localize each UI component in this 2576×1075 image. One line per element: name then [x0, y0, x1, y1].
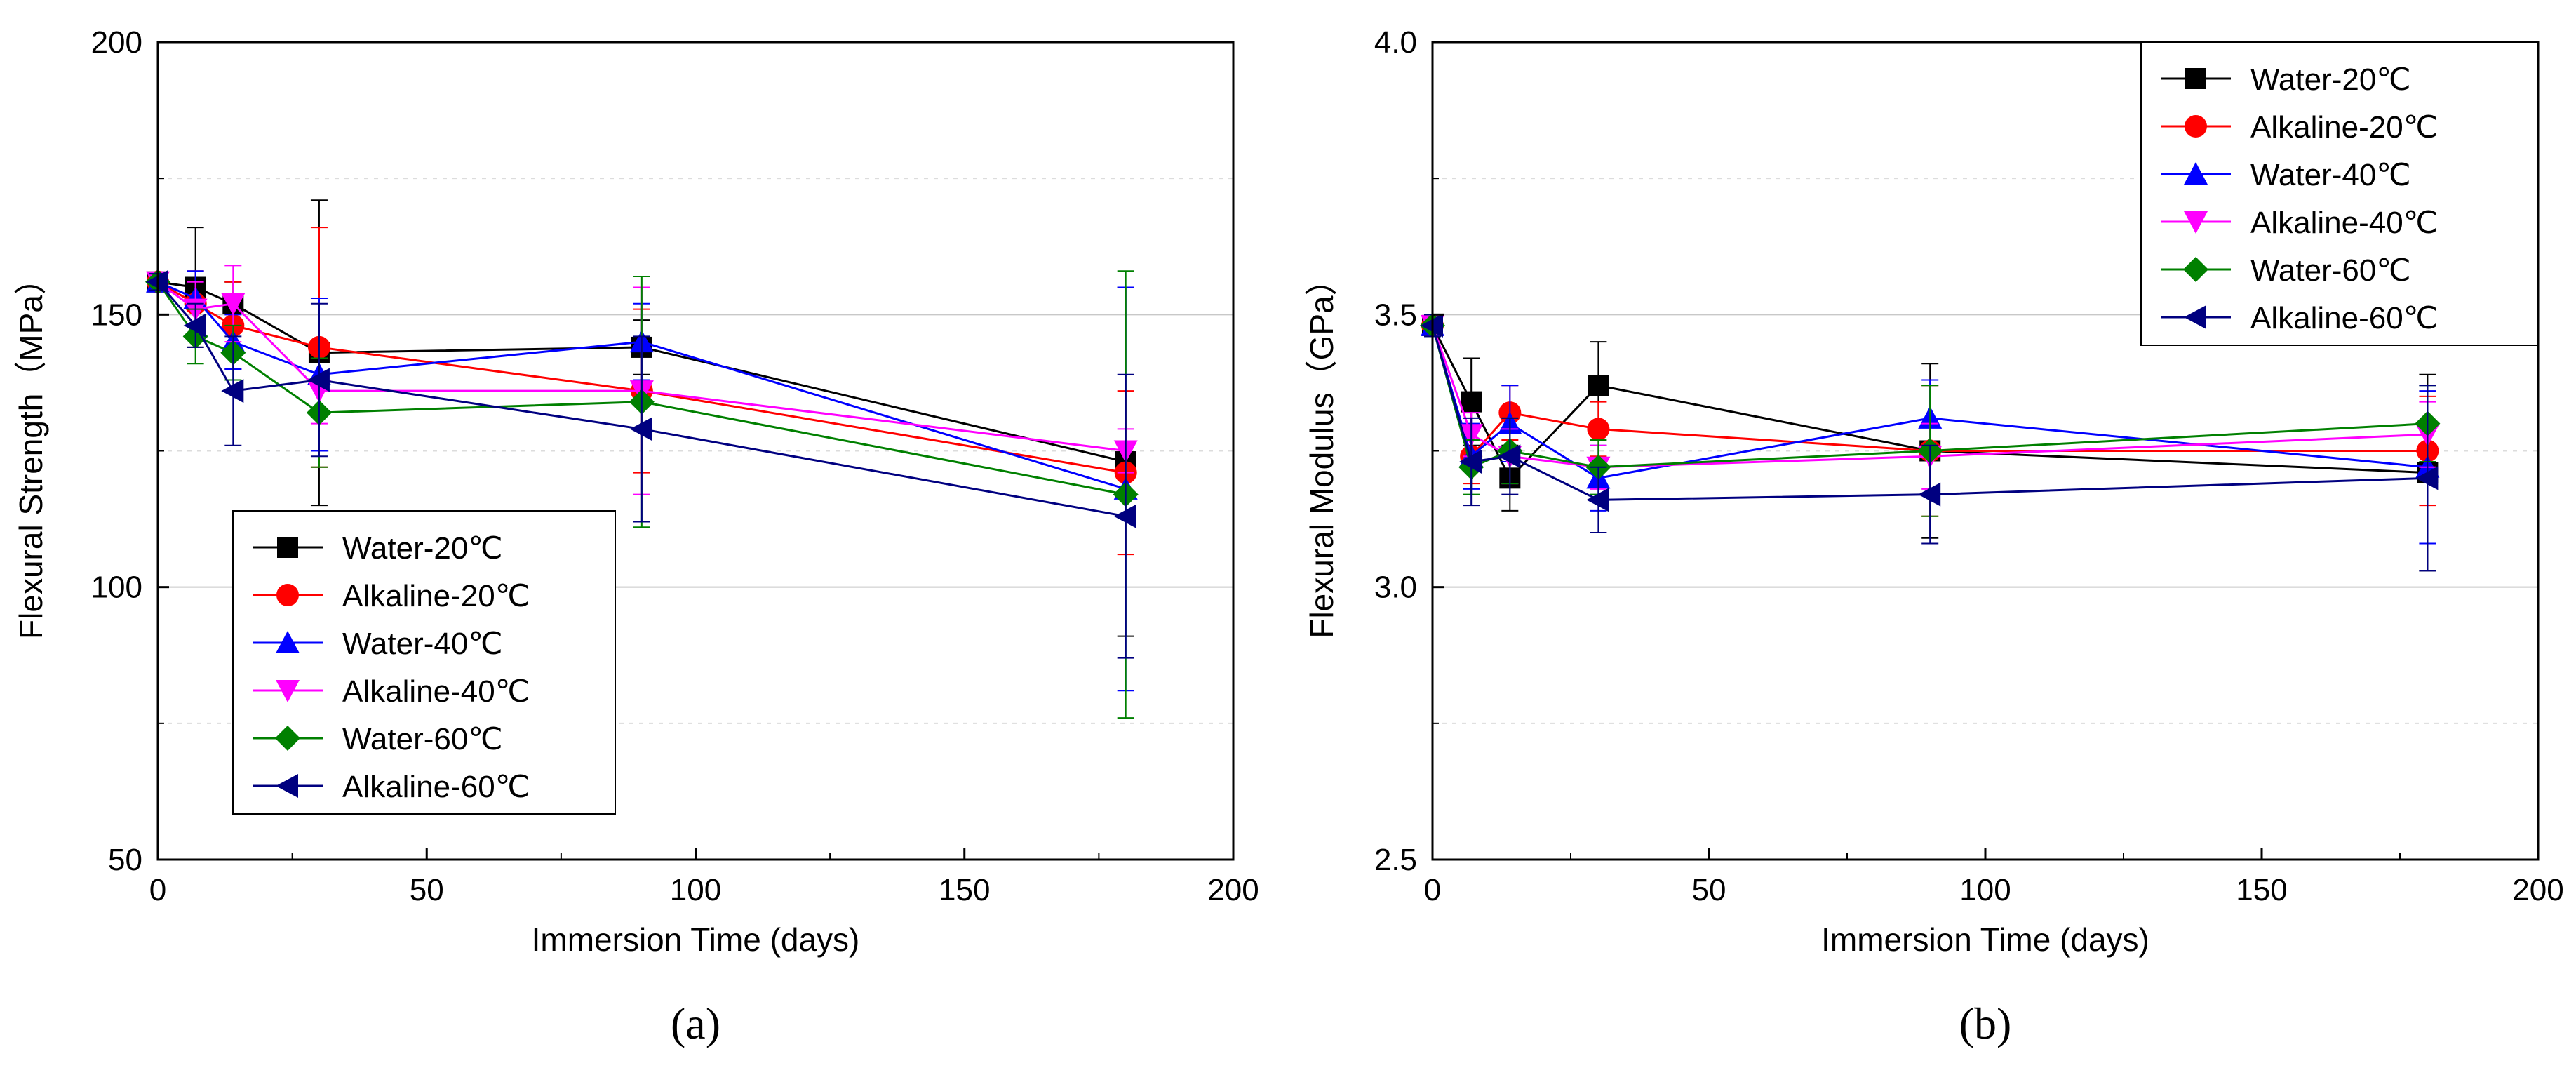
chart-b-legend-label: Water-60℃	[2250, 253, 2411, 288]
chart-a-x-tick-label: 200	[1207, 873, 1259, 907]
chart-b-ticks: 0 50 100 150 200 2.5 3.0 3.5 4.0	[1374, 25, 2564, 907]
chart-b-x-tick-label: 100	[1959, 873, 2011, 907]
chart-b-data-point	[1459, 450, 1482, 474]
chart-b-x-tick-label: 50	[1692, 873, 1726, 907]
chart-b-y-tick-label: 3.0	[1374, 570, 1417, 605]
chart-a-legend-label: Water-20℃	[342, 531, 503, 566]
chart-a-data-point	[307, 368, 330, 392]
chart-b-y-tick-label: 3.5	[1374, 298, 1417, 332]
chart-a-legend-label: Alkaline-60℃	[342, 770, 530, 804]
chart-a-legend-box	[232, 510, 616, 815]
chart-a-legend-label: Water-40℃	[342, 627, 503, 661]
chart-b-series	[1420, 312, 2441, 572]
chart-a-panel-label: (a)	[671, 999, 720, 1048]
chart-a-series-line	[156, 281, 1126, 518]
chart-b-legend-label: Alkaline-40℃	[2250, 206, 2438, 240]
chart-b-x-tick-label: 0	[1424, 873, 1441, 907]
chart-b-y-axis-label: Flexural Modulus（GPa）	[1303, 263, 1340, 638]
chart-a-data-point	[221, 379, 244, 403]
chart-b-flexural-modulus: 0 50 100 150 200 2.5 3.0 3.5 4.0 Immersion Time …	[1303, 25, 2564, 1048]
chart-b-y-tick-label: 4.0	[1374, 25, 1417, 60]
chart-a-legend-marker	[276, 774, 298, 798]
chart-a-y-tick-label: 200	[91, 25, 142, 60]
chart-a-series-line	[157, 281, 1127, 490]
chart-a-legend-marker	[277, 537, 298, 558]
chart-a-legend-label: Alkaline-20℃	[342, 579, 530, 613]
chart-b-legend: Water-20℃ Alkaline-20℃ Water-40℃ Alkaline-4…	[2140, 41, 2539, 346]
chart-b-legend-label: Alkaline-20℃	[2250, 110, 2438, 145]
chart-b-data-point	[1498, 444, 1521, 469]
chart-b-series-line	[1431, 325, 2428, 469]
chart-b-legend-marker	[2185, 115, 2207, 138]
chart-a-legend-marker	[276, 680, 300, 702]
chart-b-panel-label: (b)	[1959, 999, 2012, 1048]
chart-a-y-axis-label: Flexural Strength（MPa）	[13, 262, 49, 639]
chart-a-x-tick-label: 150	[939, 873, 990, 907]
chart-b-legend-marker	[2185, 68, 2206, 89]
chart-b-series-line	[1431, 325, 2428, 480]
chart-a-y-tick-label: 50	[108, 843, 142, 877]
chart-b-data-point	[1918, 482, 1941, 507]
chart-a-series	[145, 199, 1139, 719]
chart-a-x-axis-label: Immersion Time (days)	[532, 921, 860, 958]
chart-b-data-point	[1461, 391, 1482, 413]
chart-b-x-axis-label: Immersion Time (days)	[1821, 921, 2149, 958]
chart-b-data-point	[1586, 488, 1609, 512]
chart-a-legend-label: Water-60℃	[342, 722, 503, 756]
chart-b-legend-label: Water-40℃	[2250, 158, 2411, 192]
chart-b-series-line	[1431, 325, 2428, 479]
chart-a-legend: Water-20℃ Alkaline-20℃ Water-40℃ Alkaline-4…	[232, 510, 616, 815]
chart-b-data-point	[2415, 466, 2439, 490]
chart-a-legend-marker	[276, 631, 300, 653]
chart-b-series-line	[1431, 325, 2428, 501]
chart-b-series-line	[1431, 325, 2428, 469]
chart-b-legend-box	[2140, 41, 2539, 346]
chart-a-legend-label: Alkaline-40℃	[342, 674, 530, 709]
chart-a-x-tick-label: 50	[410, 873, 444, 907]
chart-a-legend-marker	[276, 584, 299, 606]
chart-a-data-point	[1113, 504, 1136, 528]
chart-a-data-point	[221, 293, 246, 316]
chart-b-x-tick-label: 150	[2236, 873, 2287, 907]
chart-b-data-point	[1587, 418, 1610, 441]
chart-a-x-tick-label: 100	[670, 873, 721, 907]
chart-b-legend-marker	[2184, 305, 2206, 329]
chart-b-y-tick-label: 2.5	[1374, 843, 1417, 877]
chart-b-legend-label: Water-20℃	[2250, 62, 2411, 97]
chart-a-y-tick-label: 100	[91, 570, 142, 605]
chart-a-x-tick-label: 0	[149, 873, 166, 907]
chart-b-x-tick-label: 200	[2512, 873, 2563, 907]
chart-b-legend-marker	[2184, 162, 2208, 185]
chart-a-y-tick-label: 150	[91, 298, 142, 332]
chart-a-data-point	[629, 417, 652, 441]
chart-a-data-point	[183, 313, 206, 338]
chart-b-data-point	[1588, 375, 1609, 396]
chart-b-legend-label: Alkaline-60℃	[2250, 301, 2438, 335]
chart-a-legend-marker	[275, 726, 300, 751]
chart-b-legend-marker	[2184, 211, 2208, 234]
chart-b-legend-marker	[2183, 257, 2208, 282]
